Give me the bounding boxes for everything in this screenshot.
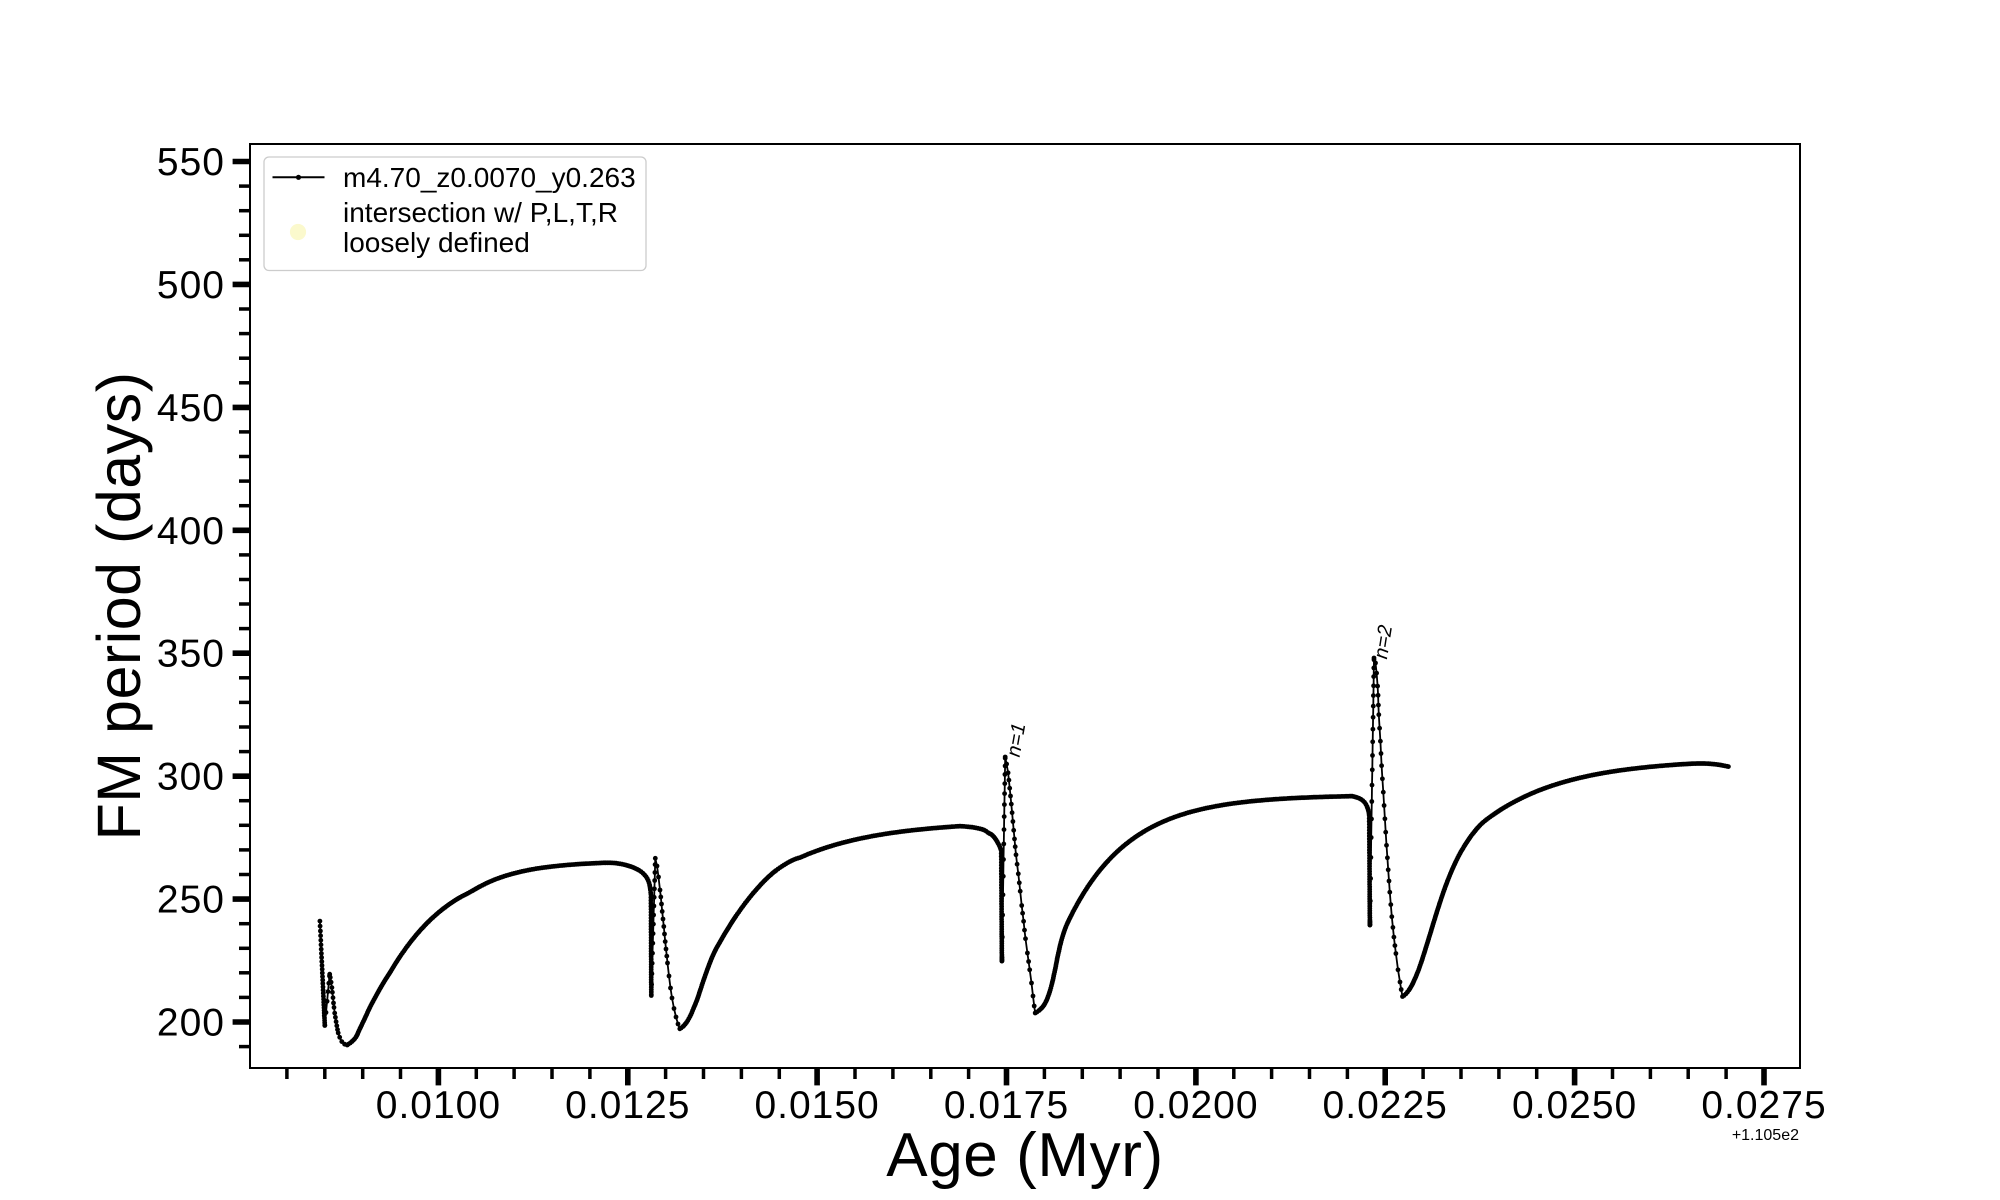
svg-text:0.0200: 0.0200 <box>1133 1084 1258 1127</box>
svg-text:loosely defined: loosely defined <box>343 227 530 258</box>
svg-text:500: 500 <box>157 264 225 307</box>
svg-text:300: 300 <box>157 756 225 799</box>
svg-text:n=2: n=2 <box>1370 624 1397 661</box>
svg-text:250: 250 <box>157 879 225 922</box>
svg-text:Age (Myr): Age (Myr) <box>886 1121 1164 1190</box>
svg-text:350: 350 <box>157 633 225 676</box>
svg-text:0.0125: 0.0125 <box>565 1084 690 1127</box>
svg-text:intersection w/ P,L,T,R: intersection w/ P,L,T,R <box>343 197 618 228</box>
svg-text:0.0150: 0.0150 <box>754 1084 879 1127</box>
svg-text:550: 550 <box>157 141 225 184</box>
svg-text:400: 400 <box>157 510 225 553</box>
svg-text:450: 450 <box>157 387 225 430</box>
svg-text:0.0175: 0.0175 <box>944 1084 1069 1127</box>
svg-text:0.0275: 0.0275 <box>1701 1084 1826 1127</box>
svg-text:0.0225: 0.0225 <box>1323 1084 1448 1127</box>
svg-text:0.0250: 0.0250 <box>1512 1084 1637 1127</box>
svg-text:FM period (days): FM period (days) <box>85 371 153 840</box>
svg-text:0.0100: 0.0100 <box>376 1084 501 1127</box>
svg-text:+1.105e2: +1.105e2 <box>1732 1127 1799 1144</box>
svg-text:200: 200 <box>157 1002 225 1045</box>
svg-text:m4.70_z0.0070_y0.263: m4.70_z0.0070_y0.263 <box>343 162 636 193</box>
